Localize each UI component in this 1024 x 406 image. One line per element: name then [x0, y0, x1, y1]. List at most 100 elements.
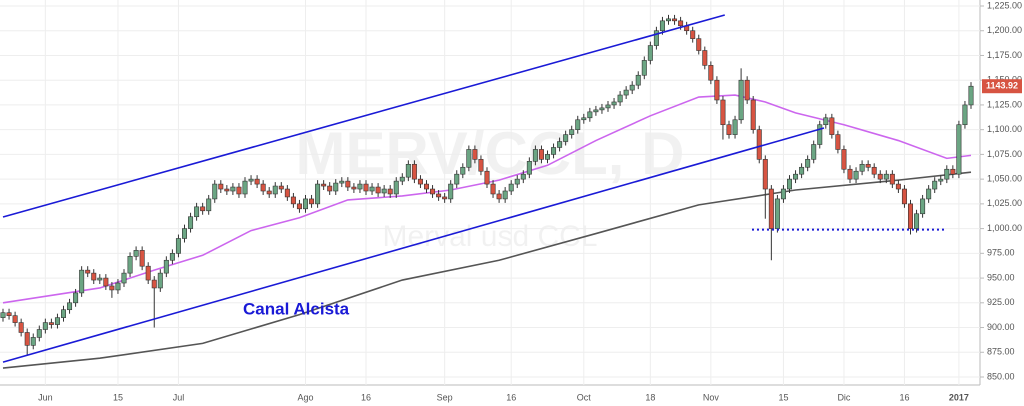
candle-body	[73, 292, 79, 304]
candle-body	[762, 159, 768, 190]
candle-body	[224, 188, 230, 192]
candle-body	[85, 269, 91, 274]
y-tick-label: 875.00	[987, 347, 1015, 357]
candle-body	[938, 178, 944, 182]
candle-body	[6, 312, 12, 316]
candle-body	[641, 60, 647, 76]
candle-body	[399, 176, 405, 182]
candle-body	[611, 101, 617, 106]
candle-body	[575, 119, 581, 130]
candle-body	[393, 180, 399, 195]
candle-body	[768, 188, 774, 229]
candle-body	[665, 18, 671, 22]
candle-body	[726, 124, 732, 135]
candle-body	[907, 203, 913, 229]
y-tick-label: 925.00	[987, 297, 1015, 307]
candle-body	[454, 173, 460, 185]
x-tick-label: Ago	[297, 392, 313, 402]
candle-body	[133, 250, 139, 257]
candle-body	[194, 206, 200, 218]
candle-body	[296, 203, 302, 210]
candle-body	[805, 159, 811, 168]
candle-body	[895, 183, 901, 190]
watermark: MERV/CCL, D	[296, 120, 685, 187]
y-tick-label: 1,025.00	[987, 198, 1022, 208]
candle-body	[375, 186, 381, 194]
candle-body	[272, 185, 278, 195]
candle-body	[514, 178, 520, 185]
candle-body	[847, 168, 853, 180]
candle-body	[756, 129, 762, 160]
candle-body	[182, 228, 188, 239]
y-tick-label: 1,050.00	[987, 174, 1022, 184]
x-tick-label: 16	[899, 392, 909, 402]
candle-body	[339, 180, 345, 184]
candle-body	[581, 117, 587, 121]
candle-body	[284, 188, 290, 198]
candle-body	[18, 322, 24, 333]
candle-body	[36, 329, 42, 338]
candle-body	[635, 74, 641, 86]
candle-body	[744, 79, 750, 101]
candle-body	[115, 282, 121, 291]
candle-body	[508, 183, 514, 192]
candle-body	[793, 173, 799, 180]
candle-body	[859, 163, 865, 172]
candle-body	[786, 178, 792, 190]
moving-average-line	[2, 171, 972, 369]
candle-body	[103, 277, 109, 287]
x-tick-label: Jun	[38, 392, 53, 402]
candle-body	[653, 30, 659, 46]
candle-body	[502, 190, 508, 200]
candle-body	[956, 124, 962, 175]
candle-body	[260, 183, 266, 192]
candle-body	[599, 107, 605, 111]
candle-body	[169, 253, 175, 261]
candle-body	[865, 163, 871, 168]
candle-body	[12, 315, 18, 323]
x-tick-label: 15	[113, 392, 123, 402]
candle-body	[242, 180, 248, 195]
x-tick-label: Nov	[703, 392, 720, 402]
y-tick-label: 1,125.00	[987, 99, 1022, 109]
candle-body	[200, 206, 206, 212]
candle-body	[212, 183, 218, 200]
y-tick-label: 950.00	[987, 272, 1015, 282]
candle-body	[91, 272, 97, 281]
candle-body	[968, 85, 974, 106]
candle-body	[188, 216, 194, 229]
candle-body	[97, 277, 103, 281]
candle-body	[702, 50, 708, 66]
candle-body	[145, 265, 151, 281]
candle-body	[920, 198, 926, 215]
candle-body	[811, 144, 817, 160]
candle-body	[369, 186, 375, 192]
candle-body	[853, 170, 859, 180]
candle-body	[127, 256, 133, 274]
candle-body	[569, 129, 575, 135]
candle-body	[315, 183, 321, 205]
y-tick-label: 900.00	[987, 322, 1015, 332]
x-tick-label: 16	[361, 392, 371, 402]
trend-line	[2, 14, 725, 218]
candle-body	[780, 188, 786, 200]
candle-body	[460, 166, 466, 175]
candle-body	[932, 180, 938, 190]
candle-body	[254, 178, 260, 185]
candle-body	[659, 20, 665, 32]
last-price-box	[982, 79, 1022, 94]
candle-body	[278, 185, 284, 190]
x-tick-label: Sep	[437, 392, 453, 402]
candle-body	[357, 183, 363, 190]
candle-body	[484, 170, 490, 185]
candle-body	[901, 188, 907, 205]
candle-body	[218, 183, 224, 190]
candle-body	[774, 198, 780, 229]
candle-body	[363, 183, 369, 192]
candle-body	[557, 141, 563, 148]
candle-body	[889, 173, 895, 185]
y-tick-label: 1,100.00	[987, 124, 1022, 134]
candle-body	[206, 198, 212, 212]
x-tick-label: Jul	[173, 392, 185, 402]
candle-body	[629, 84, 635, 91]
